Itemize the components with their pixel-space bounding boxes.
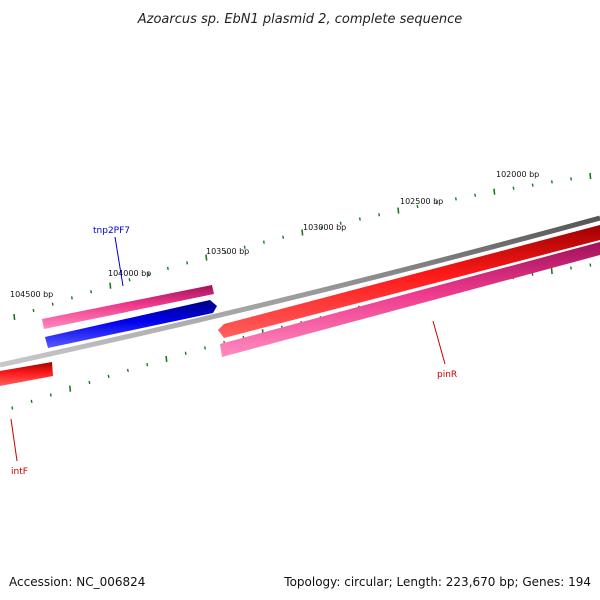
- position-label-102000: 102000 bp: [496, 170, 539, 179]
- tick-mark: [70, 296, 73, 300]
- tick-mark: [512, 186, 515, 190]
- tick-mark: [204, 346, 206, 350]
- tick-mark: [358, 217, 361, 221]
- tick-mark: [146, 362, 149, 367]
- tick-mark: [184, 351, 187, 355]
- tick-mark: [339, 221, 342, 225]
- tick-mark: [88, 380, 91, 385]
- tick-mark: [570, 266, 572, 270]
- gene-label-tnp2PF7[interactable]: tnp2PF7: [93, 226, 130, 236]
- tick-mark: [243, 245, 246, 249]
- tick-mark: [378, 213, 381, 217]
- tick-mark: [454, 197, 457, 201]
- tick-mark: [550, 267, 553, 275]
- tick-mark: [107, 374, 110, 379]
- position-label-104500: 104500 bp: [10, 290, 53, 299]
- tick-mark: [69, 385, 72, 392]
- tick-mark: [416, 204, 419, 209]
- tick-mark: [51, 302, 54, 306]
- tick-mark: [90, 290, 93, 294]
- cds-track-forward[interactable]: [42, 285, 214, 329]
- accession-text: Accession: NC_006824: [9, 575, 145, 589]
- tick-mark: [262, 240, 265, 244]
- cds-track-reverse[interactable]: [220, 242, 600, 357]
- tick-mark: [224, 250, 227, 254]
- tick-mark: [126, 368, 129, 373]
- tick-mark: [32, 308, 35, 313]
- outer-tick-track: [13, 172, 592, 321]
- position-label-103000: 103000 bp: [303, 223, 346, 232]
- tick-mark: [397, 207, 400, 214]
- tick-mark: [474, 193, 477, 197]
- plasmid-backbone: [0, 215, 600, 368]
- position-label-103500: 103500 bp: [206, 247, 249, 256]
- position-label-104000: 104000 bp: [108, 269, 151, 278]
- tick-mark: [205, 254, 208, 261]
- tick-mark: [589, 263, 592, 267]
- intF-leader-line: [10, 418, 18, 462]
- tick-mark: [30, 399, 33, 404]
- gene-label-intF[interactable]: intF: [11, 467, 28, 477]
- tick-mark: [435, 200, 438, 205]
- position-label-102500: 102500 bp: [400, 197, 443, 206]
- tick-mark: [589, 172, 592, 180]
- tick-mark: [165, 355, 168, 362]
- tick-mark: [147, 272, 150, 276]
- tick-mark: [49, 393, 52, 397]
- tick-mark: [320, 226, 323, 230]
- feature-intF[interactable]: [0, 362, 53, 386]
- tick-mark: [570, 177, 573, 181]
- feature-tnp2PF7[interactable]: [45, 300, 217, 348]
- tick-mark: [282, 235, 285, 239]
- tick-mark: [531, 183, 534, 187]
- feature-pinR[interactable]: [218, 225, 600, 338]
- tick-mark: [13, 313, 16, 321]
- gene-label-pinR[interactable]: pinR: [437, 370, 457, 380]
- tick-mark: [301, 229, 304, 236]
- tick-mark: [166, 266, 169, 271]
- tick-mark: [11, 406, 14, 410]
- tick-mark: [128, 278, 131, 282]
- tick-mark: [550, 180, 553, 184]
- map-title: Azoarcus sp. EbN1 plasmid 2, complete se…: [137, 12, 462, 27]
- tick-mark: [531, 272, 534, 276]
- tick-mark: [186, 261, 189, 265]
- tnp2PF7-leader-line: [114, 236, 124, 287]
- topology-text: Topology: circular; Length: 223,670 bp; …: [283, 575, 591, 589]
- tick-mark: [109, 282, 112, 289]
- tick-mark: [493, 188, 496, 195]
- pinR-leader-line: [432, 320, 446, 365]
